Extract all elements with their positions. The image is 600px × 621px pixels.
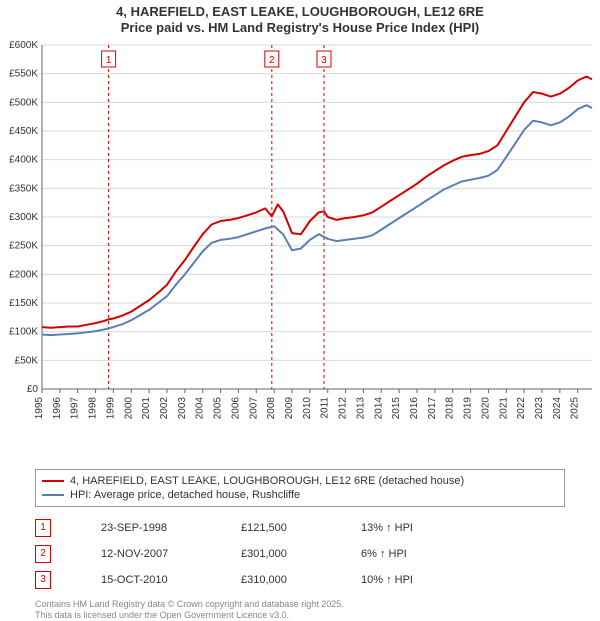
marker-badge-2: 2 [35, 545, 51, 563]
svg-text:2000: 2000 [123, 396, 134, 419]
svg-text:£250K: £250K [9, 240, 38, 251]
svg-text:2018: 2018 [445, 396, 456, 419]
svg-text:£600K: £600K [9, 40, 38, 51]
svg-text:2009: 2009 [284, 396, 295, 419]
marker-badge-1: 1 [35, 519, 51, 537]
svg-text:2019: 2019 [463, 396, 474, 419]
svg-text:2007: 2007 [248, 396, 259, 419]
marker-date-3: 15-OCT-2010 [101, 574, 191, 586]
chart-container: 4, HAREFIELD, EAST LEAKE, LOUGHBOROUGH, … [0, 0, 600, 590]
marker-price-3: £310,000 [241, 574, 311, 586]
svg-text:£150K: £150K [9, 298, 38, 309]
svg-text:2022: 2022 [516, 396, 527, 419]
svg-text:2014: 2014 [373, 396, 384, 419]
marker-hpi-2: 6% ↑ HPI [361, 548, 441, 560]
marker-date-2: 12-NOV-2007 [101, 548, 191, 560]
chart-title: 4, HAREFIELD, EAST LEAKE, LOUGHBOROUGH, … [0, 0, 600, 37]
marker-date-1: 23-SEP-1998 [101, 522, 191, 534]
svg-text:3: 3 [321, 55, 327, 66]
marker-row-2: 2 12-NOV-2007 £301,000 6% ↑ HPI [35, 541, 565, 567]
legend: 4, HAREFIELD, EAST LEAKE, LOUGHBOROUGH, … [35, 469, 565, 507]
svg-text:2011: 2011 [320, 396, 331, 418]
marker-price-1: £121,500 [241, 522, 311, 534]
legend-label-2: HPI: Average price, detached house, Rush… [70, 489, 300, 501]
marker-badge-3: 3 [35, 571, 51, 589]
svg-text:2004: 2004 [195, 396, 206, 419]
legend-row-1: 4, HAREFIELD, EAST LEAKE, LOUGHBOROUGH, … [42, 474, 558, 488]
svg-text:2020: 2020 [480, 396, 491, 419]
svg-text:1: 1 [106, 55, 112, 66]
svg-text:2024: 2024 [552, 396, 563, 419]
svg-text:1999: 1999 [105, 396, 116, 419]
legend-swatch-2 [42, 494, 64, 496]
svg-text:£0: £0 [27, 384, 39, 395]
svg-text:2021: 2021 [498, 396, 509, 419]
marker-hpi-3: 10% ↑ HPI [361, 574, 441, 586]
svg-text:2016: 2016 [409, 396, 420, 419]
svg-text:1997: 1997 [70, 396, 81, 419]
markers-table: 1 23-SEP-1998 £121,500 13% ↑ HPI 2 12-NO… [35, 515, 565, 593]
svg-text:£200K: £200K [9, 269, 38, 280]
marker-price-2: £301,000 [241, 548, 311, 560]
svg-text:2015: 2015 [391, 396, 402, 419]
svg-text:2012: 2012 [338, 396, 349, 419]
svg-text:£450K: £450K [9, 126, 38, 137]
title-line-2: Price paid vs. HM Land Registry's House … [0, 20, 600, 36]
svg-text:2001: 2001 [141, 396, 152, 419]
svg-text:2: 2 [269, 55, 275, 66]
svg-text:£100K: £100K [9, 326, 38, 337]
footer-line-1: Contains HM Land Registry data © Crown c… [35, 599, 565, 610]
svg-text:£500K: £500K [9, 97, 38, 108]
svg-text:1998: 1998 [88, 396, 99, 419]
svg-text:2010: 2010 [302, 396, 313, 419]
svg-text:£300K: £300K [9, 212, 38, 223]
legend-row-2: HPI: Average price, detached house, Rush… [42, 488, 558, 502]
legend-label-1: 4, HAREFIELD, EAST LEAKE, LOUGHBOROUGH, … [70, 475, 464, 487]
svg-text:1995: 1995 [34, 396, 45, 419]
svg-text:2006: 2006 [230, 396, 241, 419]
svg-text:2005: 2005 [213, 396, 224, 419]
svg-text:£350K: £350K [9, 183, 38, 194]
line-chart: £0 £50K £100K £150K £200K £250K £300K £350K £400… [0, 37, 600, 463]
svg-text:£550K: £550K [9, 68, 38, 79]
svg-text:1996: 1996 [52, 396, 63, 419]
chart-svg: £0 £50K £100K £150K £200K £250K £300K £350K £400… [0, 37, 600, 463]
marker-hpi-1: 13% ↑ HPI [361, 522, 441, 534]
svg-text:2017: 2017 [427, 396, 438, 419]
footer: Contains HM Land Registry data © Crown c… [35, 599, 565, 621]
svg-text:2013: 2013 [355, 396, 366, 419]
footer-line-2: This data is licensed under the Open Gov… [35, 610, 565, 621]
svg-text:2003: 2003 [177, 396, 188, 419]
svg-text:2025: 2025 [570, 396, 581, 419]
marker-row-1: 1 23-SEP-1998 £121,500 13% ↑ HPI [35, 515, 565, 541]
svg-text:£400K: £400K [9, 154, 38, 165]
svg-text:2023: 2023 [534, 396, 545, 419]
svg-text:2008: 2008 [266, 396, 277, 419]
legend-swatch-1 [42, 480, 64, 482]
marker-row-3: 3 15-OCT-2010 £310,000 10% ↑ HPI [35, 567, 565, 593]
title-line-1: 4, HAREFIELD, EAST LEAKE, LOUGHBOROUGH, … [0, 4, 600, 20]
svg-text:2002: 2002 [159, 396, 170, 419]
svg-text:£50K: £50K [15, 355, 39, 366]
